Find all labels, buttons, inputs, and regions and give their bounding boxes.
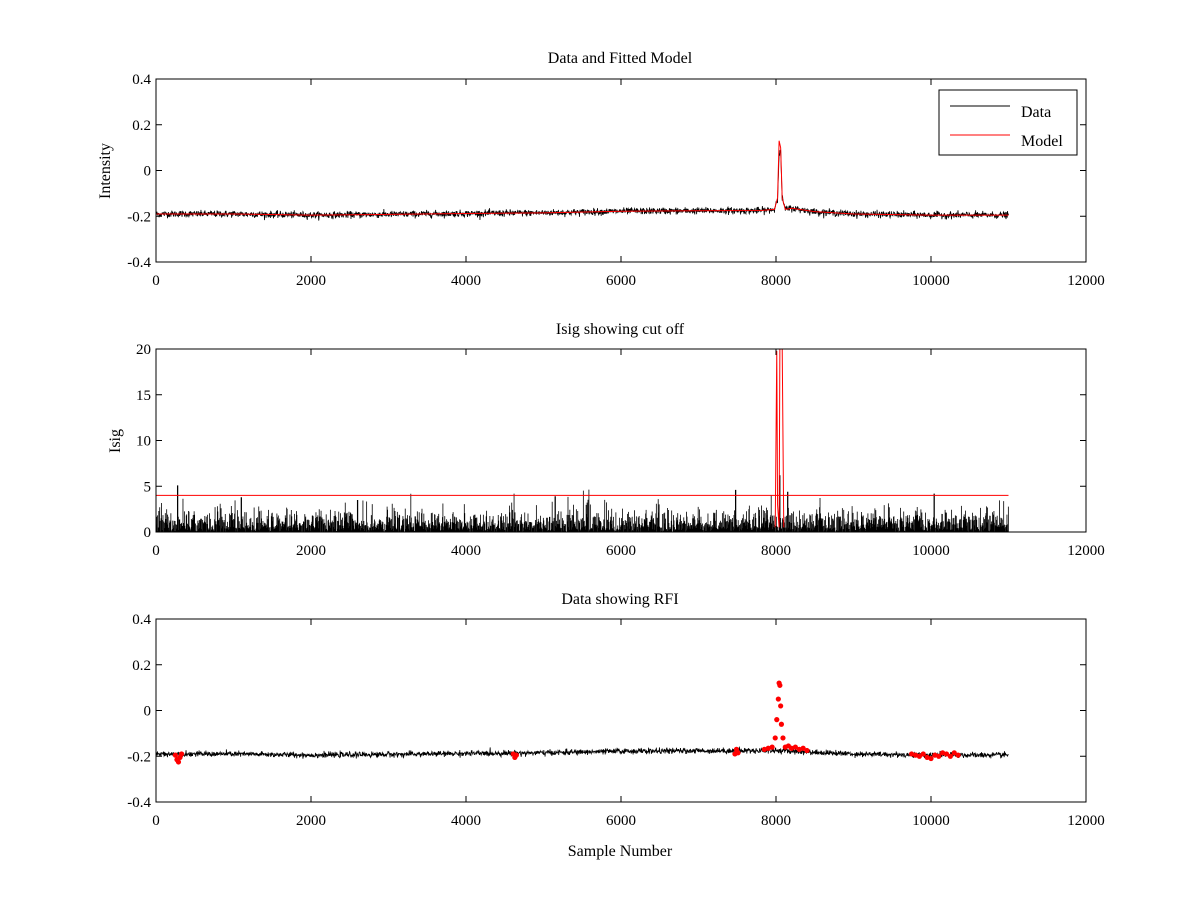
y-tick-label: 0.2 <box>132 658 151 674</box>
rfi-marker <box>800 745 806 751</box>
x-tick-label: 2000 <box>296 813 326 829</box>
plot-area: 0 2000 4000 6000 8000 10000 12000 0 5 10 15 20 <box>136 342 1105 559</box>
plot-area: 0 2000 4000 6000 8000 10000 12000-0.4-0.200.20… <box>127 72 1105 289</box>
rfi-marker <box>928 755 934 762</box>
legend-box <box>938 89 1078 156</box>
rfi-marker <box>916 753 922 759</box>
rfi-marker <box>774 717 780 723</box>
y-tick-label: -0.2 <box>127 749 151 765</box>
rfi-marker <box>172 752 178 758</box>
series-layer <box>156 140 1009 221</box>
x-tick-label: 8000 <box>761 813 791 829</box>
x-axis-ticks: 0 2000 4000 6000 8000 10000 12000 <box>152 349 1105 559</box>
y-tick-label: 0 <box>144 164 152 180</box>
x-tick-label: 4000 <box>451 543 481 559</box>
legend: Data Model <box>938 89 1078 156</box>
x-tick-label: 8000 <box>761 273 791 289</box>
x-tick-label: 4000 <box>451 813 481 829</box>
y-axis-ticks: -0.4 -0.2 0 0.2 0.4 <box>127 612 1086 811</box>
x-tick-label: 12000 <box>1067 273 1105 289</box>
x-tick-label: 2000 <box>296 273 326 289</box>
rfi-marker <box>178 751 185 757</box>
panel-isig-cut-off: Isig showing cut off Isig 0 2000 4000 6000 8… <box>107 321 1105 559</box>
series-markers-rfi <box>172 680 961 765</box>
rfi-marker <box>947 753 953 759</box>
x-axis-label: Sample Number <box>568 843 673 860</box>
x-tick-label: 12000 <box>1067 813 1105 829</box>
panel-data-rfi: Data showing RFI Sample Number 0 2000 4000… <box>127 591 1105 860</box>
x-axis-ticks: 0 2000 4000 6000 8000 10000 12000 <box>152 619 1105 829</box>
y-tick-label: 15 <box>136 388 151 404</box>
series-line-model <box>156 140 1009 216</box>
series-layer <box>156 680 1009 765</box>
rfi-marker <box>772 735 778 741</box>
rfi-marker <box>936 753 942 759</box>
rfi-marker <box>951 750 957 756</box>
legend-label-data: Data <box>1021 104 1051 121</box>
rfi-marker <box>513 752 519 758</box>
rfi-marker <box>778 703 784 709</box>
legend-label-model: Model <box>1021 133 1063 150</box>
rfi-marker <box>955 752 961 758</box>
x-tick-label: 0 <box>152 273 160 289</box>
y-axis-ticks: -0.4 -0.2 0 0.2 0.4 <box>127 72 1086 271</box>
x-tick-label: 6000 <box>606 543 636 559</box>
x-axis-ticks: 0 2000 4000 6000 8000 10000 12000 <box>152 79 1105 289</box>
x-tick-label: 8000 <box>761 543 791 559</box>
x-tick-label: 12000 <box>1067 543 1105 559</box>
x-tick-label: 10000 <box>912 813 950 829</box>
panel-data-fitted-model: Data and Fitted Model Intensity 0 2000 400… <box>97 50 1105 289</box>
y-tick-label: 10 <box>136 434 151 450</box>
rfi-marker <box>943 751 950 757</box>
y-tick-label: -0.2 <box>127 209 151 225</box>
x-tick-label: 6000 <box>606 273 636 289</box>
y-axis-ticks: 0 5 10 15 20 <box>136 342 1086 541</box>
rfi-marker <box>920 751 926 757</box>
y-tick-label: 5 <box>144 479 152 495</box>
rfi-marker <box>735 750 741 756</box>
rfi-marker <box>804 747 810 754</box>
rfi-marker <box>777 682 783 688</box>
y-tick-label: 20 <box>136 342 151 358</box>
y-axis-label: Intensity <box>97 143 114 199</box>
rfi-marker <box>780 735 786 741</box>
series-line-isig-fit <box>774 349 785 528</box>
rfi-marker <box>175 759 182 765</box>
y-tick-label: 0.2 <box>132 118 151 134</box>
x-tick-label: 10000 <box>912 273 950 289</box>
panel-title: Data showing RFI <box>561 591 678 608</box>
panel-title: Isig showing cut off <box>556 321 685 338</box>
x-tick-label: 0 <box>152 543 160 559</box>
panel-title: Data and Fitted Model <box>548 50 693 67</box>
x-tick-label: 6000 <box>606 813 636 829</box>
rfi-marker <box>775 696 781 702</box>
y-tick-label: 0 <box>144 525 152 541</box>
x-tick-label: 0 <box>152 813 160 829</box>
y-tick-label: -0.4 <box>127 255 151 271</box>
x-tick-label: 4000 <box>451 273 481 289</box>
series-line-data <box>156 745 1009 759</box>
rfi-marker <box>792 744 798 750</box>
y-axis-label: Isig <box>107 429 124 453</box>
y-tick-label: 0.4 <box>132 72 151 88</box>
x-tick-label: 10000 <box>912 543 950 559</box>
plot-area: 0 2000 4000 6000 8000 10000 12000-0.4-0.200.20… <box>127 612 1105 829</box>
rfi-marker <box>778 721 785 727</box>
y-tick-label: 0 <box>144 704 152 720</box>
y-tick-label: 0.4 <box>132 612 151 628</box>
rfi-marker <box>769 744 775 750</box>
x-tick-label: 2000 <box>296 543 326 559</box>
y-tick-label: -0.4 <box>127 795 151 811</box>
